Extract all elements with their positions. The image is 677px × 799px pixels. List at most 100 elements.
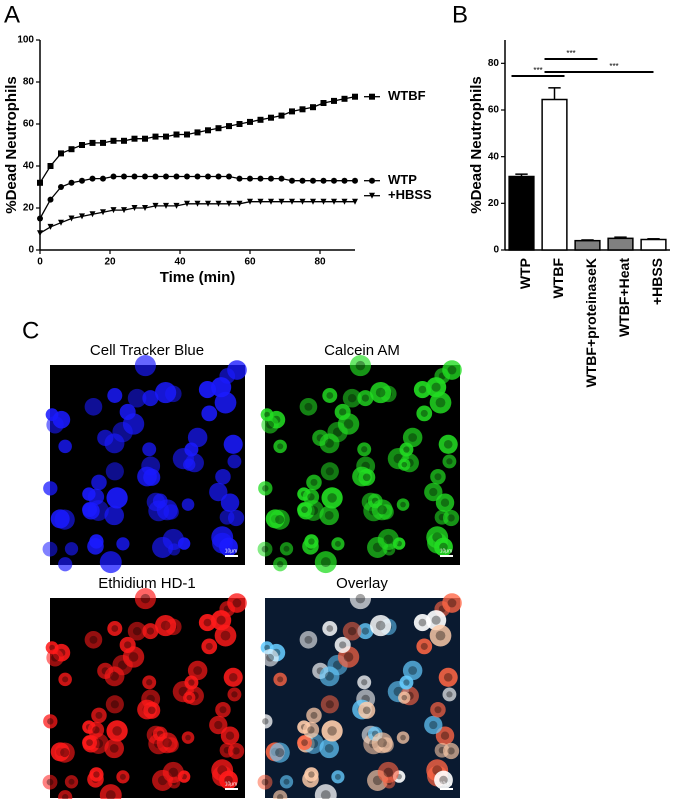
- cell-core: [347, 627, 357, 636]
- cell-core: [400, 501, 406, 508]
- cell-core: [439, 542, 448, 552]
- image-title: Cell Tracker Blue: [90, 342, 204, 359]
- cell-core: [140, 593, 151, 604]
- cell-core: [361, 394, 370, 402]
- marker: [205, 127, 211, 134]
- cell: [142, 623, 159, 640]
- x-tick-label: 80: [314, 257, 326, 268]
- cell: [127, 621, 147, 641]
- cell-core: [124, 641, 132, 649]
- cell: [314, 551, 337, 574]
- cell: [321, 487, 343, 509]
- cell-core: [443, 673, 453, 682]
- cell: [227, 742, 245, 760]
- cell-core: [326, 625, 334, 632]
- cell: [46, 416, 64, 434]
- cell: [434, 770, 453, 790]
- cell-core: [383, 767, 394, 778]
- marker: [331, 97, 337, 104]
- marker: [121, 137, 127, 144]
- cell-core: [219, 706, 227, 714]
- panel-label: C: [22, 317, 39, 344]
- cell: [107, 621, 123, 637]
- marker: [58, 184, 64, 190]
- cell: [89, 767, 104, 782]
- cell-core: [307, 726, 315, 734]
- cell-core: [310, 478, 318, 486]
- cell-core: [49, 644, 55, 651]
- cell: [370, 614, 392, 637]
- cell: [297, 502, 312, 518]
- cell: [162, 528, 184, 551]
- cell-core: [326, 392, 334, 399]
- cell-core: [447, 598, 457, 608]
- cell: [357, 675, 372, 690]
- y-tick-label: 20: [488, 198, 500, 209]
- cell: [261, 649, 279, 667]
- marker: [184, 200, 190, 207]
- marker: [194, 173, 201, 180]
- cell: [54, 509, 75, 530]
- cell: [58, 790, 73, 799]
- cell: [435, 726, 455, 745]
- marker: [331, 198, 337, 205]
- cell: [416, 638, 433, 655]
- marker: [152, 202, 159, 209]
- cell-core: [355, 593, 366, 604]
- cell: [142, 442, 157, 457]
- marker: [268, 198, 274, 205]
- marker: [152, 133, 159, 140]
- cell-core: [324, 438, 334, 448]
- marker: [247, 198, 253, 205]
- cell: [162, 761, 184, 784]
- cell: [155, 381, 177, 404]
- series-line: [39, 175, 355, 219]
- scale-bar-label: 10µm: [440, 781, 453, 787]
- cell: [442, 687, 457, 702]
- cell: [127, 388, 147, 408]
- cell: [181, 498, 195, 511]
- cell-core: [93, 771, 100, 778]
- marker: [205, 200, 211, 207]
- cell-core: [429, 720, 438, 730]
- cell: [299, 397, 318, 416]
- marker: [89, 211, 96, 218]
- cell: [119, 636, 136, 653]
- cell-core: [375, 620, 386, 631]
- cell-core: [110, 700, 119, 709]
- cell-core: [375, 387, 386, 398]
- cell-core: [160, 620, 171, 631]
- micrograph: [257, 355, 462, 574]
- legend-label: +HBSS: [388, 187, 432, 202]
- marker: [215, 200, 222, 207]
- cell: [297, 735, 312, 751]
- cell-core: [327, 493, 337, 503]
- cell: [442, 509, 460, 527]
- cell: [223, 434, 243, 454]
- cell: [331, 537, 345, 551]
- marker: [68, 215, 75, 222]
- cell-core: [434, 473, 442, 481]
- cell-core: [320, 557, 331, 568]
- cell: [219, 770, 238, 790]
- y-tick-label: 40: [488, 151, 500, 162]
- cell-core: [446, 458, 453, 465]
- legend-label: WTBF: [388, 88, 426, 103]
- cell-core: [339, 408, 347, 416]
- marker: [320, 198, 327, 205]
- cell-core: [185, 734, 191, 741]
- cell: [314, 784, 337, 799]
- cell: [430, 701, 446, 718]
- cell-core: [262, 485, 269, 492]
- marker: [58, 219, 64, 226]
- cell-core: [112, 726, 122, 736]
- marker: [247, 175, 253, 182]
- cell-core: [146, 679, 153, 686]
- cell: [42, 541, 58, 557]
- cell: [319, 505, 339, 526]
- marker: [236, 200, 243, 207]
- marker: [310, 177, 316, 184]
- cell: [442, 454, 457, 469]
- cell-core: [203, 618, 212, 627]
- marker: [68, 179, 75, 186]
